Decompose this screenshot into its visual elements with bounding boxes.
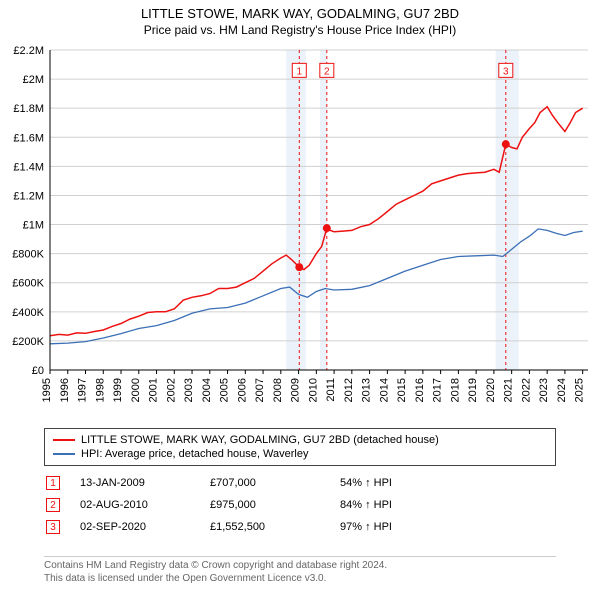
svg-text:£1.8M: £1.8M — [13, 103, 44, 115]
svg-text:2021: 2021 — [503, 378, 515, 402]
svg-text:2003: 2003 — [183, 378, 195, 402]
svg-text:£1M: £1M — [23, 220, 44, 232]
chart-area: £0 £200K £400K £600K £800K £1M £1.2M £1.4M £1.6M… — [0, 40, 600, 420]
svg-text:2024: 2024 — [556, 378, 568, 402]
svg-text:2025: 2025 — [574, 378, 586, 402]
svg-text:2019: 2019 — [467, 378, 479, 402]
svg-text:1: 1 — [297, 66, 303, 77]
svg-text:2004: 2004 — [201, 378, 213, 402]
svg-text:2017: 2017 — [432, 378, 444, 402]
svg-text:2009: 2009 — [290, 378, 302, 402]
event-marker-icon: 2 — [46, 498, 60, 512]
chart-title: LITTLE STOWE, MARK WAY, GODALMING, GU7 2… — [0, 0, 600, 21]
svg-text:1995: 1995 — [41, 378, 53, 402]
svg-text:2014: 2014 — [378, 378, 390, 402]
event-hpi: 54% ↑ HPI — [340, 477, 392, 489]
svg-text:2020: 2020 — [485, 378, 497, 402]
svg-text:£400K: £400K — [12, 307, 44, 319]
event-price: £1,552,500 — [210, 521, 340, 533]
event-row: 3 02-SEP-2020 £1,552,500 97% ↑ HPI — [44, 516, 556, 538]
event-hpi: 97% ↑ HPI — [340, 521, 392, 533]
svg-text:£0: £0 — [32, 365, 44, 377]
svg-text:2: 2 — [324, 66, 330, 77]
svg-text:1998: 1998 — [94, 378, 106, 402]
svg-text:2010: 2010 — [307, 378, 319, 402]
event-price: £975,000 — [210, 499, 340, 511]
svg-text:2011: 2011 — [325, 378, 337, 402]
svg-text:2015: 2015 — [396, 378, 408, 402]
legend-label: HPI: Average price, detached house, Wave… — [81, 448, 308, 460]
footnote: Contains HM Land Registry data © Crown c… — [44, 556, 556, 585]
footnote-line: Contains HM Land Registry data © Crown c… — [44, 560, 556, 573]
event-row: 1 13-JAN-2009 £707,000 54% ↑ HPI — [44, 472, 556, 494]
svg-text:£1.2M: £1.2M — [13, 190, 44, 202]
legend-row: HPI: Average price, detached house, Wave… — [53, 447, 547, 461]
svg-text:£1.4M: £1.4M — [13, 161, 44, 173]
svg-text:2016: 2016 — [414, 378, 426, 402]
event-row: 2 02-AUG-2010 £975,000 84% ↑ HPI — [44, 494, 556, 516]
svg-text:£1.6M: £1.6M — [13, 132, 44, 144]
svg-text:2008: 2008 — [272, 378, 284, 402]
svg-text:2023: 2023 — [538, 378, 550, 402]
legend-swatch — [53, 439, 75, 441]
svg-text:1999: 1999 — [112, 378, 124, 402]
svg-text:2022: 2022 — [520, 378, 532, 402]
svg-text:2007: 2007 — [254, 378, 266, 402]
svg-text:2018: 2018 — [449, 378, 461, 402]
legend: LITTLE STOWE, MARK WAY, GODALMING, GU7 2… — [44, 428, 556, 466]
event-date: 02-AUG-2010 — [80, 499, 210, 511]
footnote-line: This data is licensed under the Open Gov… — [44, 573, 556, 586]
svg-text:1997: 1997 — [77, 378, 89, 402]
svg-text:2000: 2000 — [130, 378, 142, 402]
chart-subtitle: Price paid vs. HM Land Registry's House … — [0, 21, 600, 37]
svg-text:£2.2M: £2.2M — [13, 45, 44, 57]
event-marker-icon: 3 — [46, 520, 60, 534]
svg-text:2002: 2002 — [165, 378, 177, 402]
svg-text:2012: 2012 — [343, 378, 355, 402]
svg-text:£200K: £200K — [12, 336, 44, 348]
svg-text:£2M: £2M — [23, 74, 44, 86]
event-marker-icon: 1 — [46, 476, 60, 490]
legend-row: LITTLE STOWE, MARK WAY, GODALMING, GU7 2… — [53, 433, 547, 447]
svg-text:£800K: £800K — [12, 249, 44, 261]
legend-label: LITTLE STOWE, MARK WAY, GODALMING, GU7 2… — [81, 434, 439, 446]
svg-text:2001: 2001 — [148, 378, 160, 402]
svg-text:1996: 1996 — [59, 378, 71, 402]
legend-swatch — [53, 453, 75, 455]
event-list: 1 13-JAN-2009 £707,000 54% ↑ HPI 2 02-AU… — [44, 472, 556, 538]
event-date: 13-JAN-2009 — [80, 477, 210, 489]
chart-svg: £0 £200K £400K £600K £800K £1M £1.2M £1.4M £1.6M… — [0, 40, 600, 420]
svg-text:2006: 2006 — [236, 378, 248, 402]
event-date: 02-SEP-2020 — [80, 521, 210, 533]
svg-text:2005: 2005 — [219, 378, 231, 402]
svg-text:3: 3 — [503, 66, 509, 77]
event-price: £707,000 — [210, 477, 340, 489]
event-hpi: 84% ↑ HPI — [340, 499, 392, 511]
svg-text:£600K: £600K — [12, 278, 44, 290]
svg-text:2013: 2013 — [361, 378, 373, 402]
